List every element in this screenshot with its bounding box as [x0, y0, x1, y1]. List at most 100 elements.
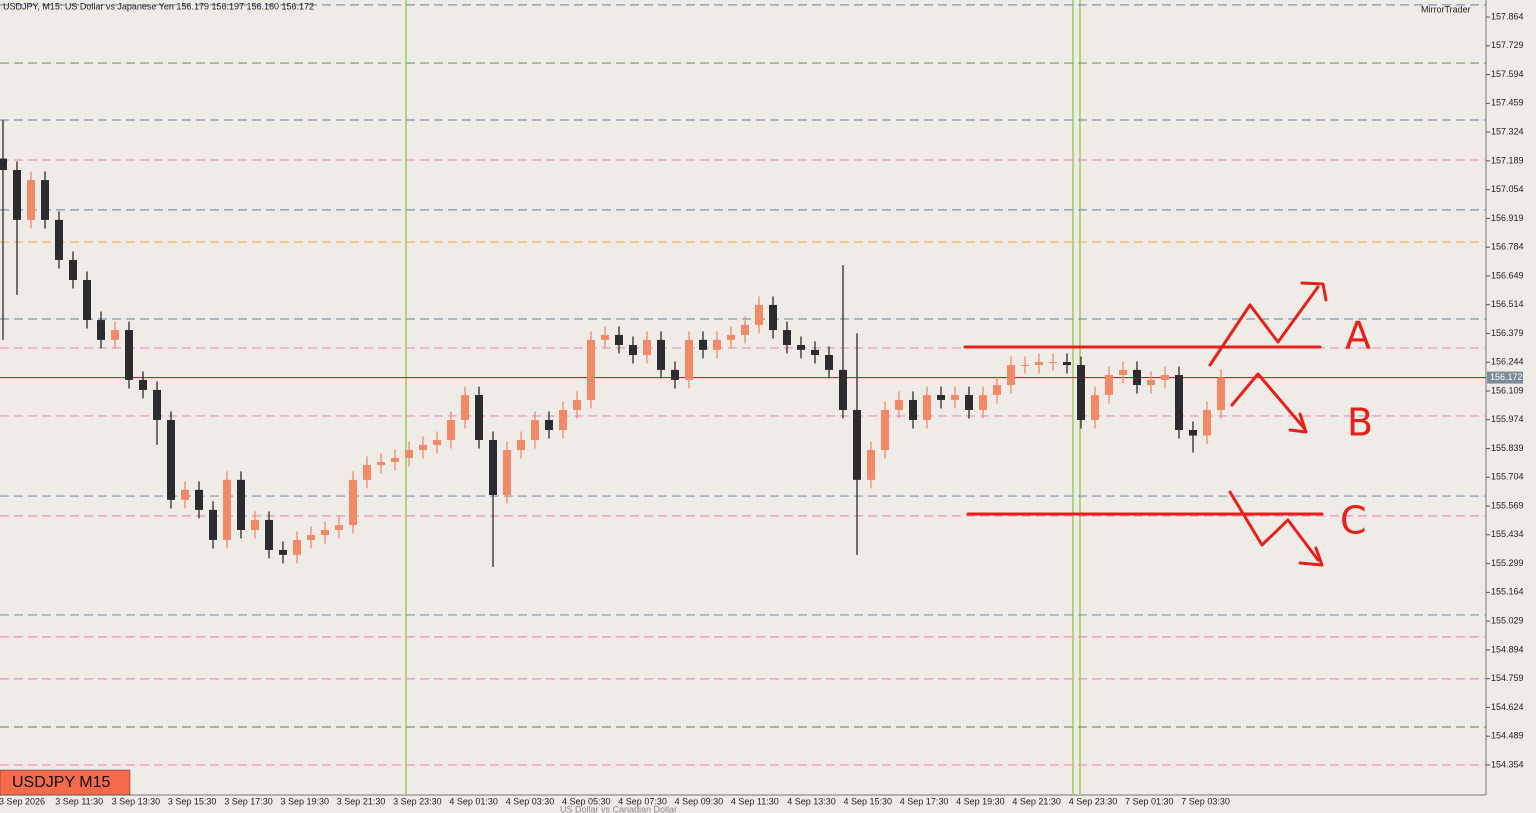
- x-tick-label: 3 Sep 15:30: [168, 796, 217, 806]
- y-tick-label: 156.379: [1491, 328, 1524, 338]
- candle-body: [251, 519, 259, 530]
- y-tick-label: 154.624: [1491, 702, 1524, 712]
- candle-body: [825, 354, 833, 370]
- candles: [0, 120, 1225, 568]
- scenario-label: A: [1345, 314, 1371, 358]
- candle-body: [0, 158, 7, 171]
- x-tick-label: 7 Sep 03:30: [1181, 796, 1230, 806]
- y-tick-label: 155.974: [1491, 414, 1524, 424]
- x-tick-label: 4 Sep 21:30: [1012, 796, 1061, 806]
- candle-body: [741, 324, 749, 335]
- scenario-arrow: [1208, 285, 1320, 367]
- candle-body: [321, 529, 329, 536]
- candle-body: [1217, 377, 1225, 410]
- candle-body: [1007, 365, 1015, 386]
- candle-body: [979, 395, 987, 410]
- y-tick-label: 157.729: [1491, 40, 1524, 50]
- candle-body: [657, 339, 665, 370]
- x-tick-label: 7 Sep 01:30: [1125, 796, 1174, 806]
- candle-body: [1035, 362, 1043, 366]
- candle-body: [111, 330, 119, 340]
- x-tick-label: 4 Sep 07:30: [618, 796, 667, 806]
- arrow-head: [1300, 281, 1328, 302]
- candle-body: [83, 279, 91, 321]
- candle-body: [881, 409, 889, 451]
- candle-body: [153, 389, 161, 420]
- y-tick-label: 155.299: [1491, 558, 1524, 568]
- y-tick-label: 156.109: [1491, 385, 1524, 395]
- x-tick-label: 4 Sep 03:30: [506, 796, 555, 806]
- candle-body: [713, 339, 721, 350]
- candle-body: [797, 344, 805, 350]
- y-tick-label: 155.434: [1491, 529, 1524, 539]
- candle-body: [237, 479, 245, 530]
- candle-body: [363, 464, 371, 480]
- candle-body: [307, 535, 315, 540]
- candle-body: [965, 395, 973, 410]
- last-price-tag: [1487, 371, 1523, 384]
- candle-body: [923, 395, 931, 420]
- y-tick-label: 155.164: [1491, 587, 1524, 597]
- candle-body: [13, 170, 21, 220]
- arrow-head: [1298, 546, 1324, 567]
- y-tick-label: 157.189: [1491, 155, 1524, 165]
- candle-body: [909, 399, 917, 420]
- footer-tab[interactable]: US Dollar vs Canadian Dollar: [560, 804, 677, 813]
- candle-body: [503, 450, 511, 495]
- candle-body: [769, 304, 777, 331]
- candle-body: [545, 419, 553, 430]
- candle-body: [349, 479, 357, 526]
- candle-body: [181, 489, 189, 500]
- candle-body: [1133, 369, 1141, 386]
- candle-body: [559, 409, 567, 430]
- candle-body: [951, 395, 959, 400]
- candle-body: [293, 539, 301, 555]
- candle-body: [195, 489, 203, 510]
- candle-body: [55, 219, 63, 260]
- y-tick-label: 157.864: [1491, 11, 1524, 21]
- candle-body: [433, 440, 441, 445]
- x-tick-label: 4 Sep 17:30: [900, 796, 949, 806]
- candle-body: [125, 330, 133, 380]
- candle-body: [335, 525, 343, 530]
- x-tick-label: 3 Sep 23:30: [393, 796, 442, 806]
- candle-body: [517, 440, 525, 451]
- y-tick-label: 155.839: [1491, 443, 1524, 453]
- candle-body: [699, 339, 707, 350]
- x-tick-label: 4 Sep 13:30: [787, 796, 836, 806]
- candle-body: [377, 461, 385, 465]
- brand: MirrorTrader: [1421, 4, 1471, 14]
- candle-body: [1203, 409, 1211, 436]
- x-tick-label: 3 Sep 2026: [0, 796, 45, 806]
- y-tick-label: 157.594: [1491, 69, 1524, 79]
- candle-body: [447, 419, 455, 441]
- y-tick-label: 156.784: [1491, 242, 1524, 252]
- candle-body: [993, 385, 1001, 396]
- candle-body: [209, 509, 217, 540]
- x-tick-label: 4 Sep 09:30: [675, 796, 724, 806]
- candle-body: [573, 399, 581, 410]
- candle-body: [1119, 369, 1127, 376]
- candle-body: [783, 330, 791, 345]
- candle-body: [1147, 379, 1155, 386]
- candle-body: [727, 334, 735, 340]
- x-tick-label: 4 Sep 05:30: [562, 796, 611, 806]
- y-tick-label: 156.919: [1491, 213, 1524, 223]
- candle-body: [615, 334, 623, 345]
- candle-body: [419, 444, 427, 451]
- x-tick-label: 4 Sep 19:30: [956, 796, 1005, 806]
- candle-body: [1063, 362, 1071, 366]
- scenario-arrow: [1228, 490, 1320, 562]
- candle-body: [1077, 365, 1085, 420]
- candle-body: [1175, 375, 1183, 430]
- y-tick-label: 154.354: [1491, 759, 1524, 769]
- x-tick-label: 4 Sep 15:30: [844, 796, 893, 806]
- candle-body: [167, 419, 175, 500]
- candle-body: [531, 419, 539, 441]
- x-tick-label: 3 Sep 11:30: [55, 796, 103, 806]
- y-tick-label: 155.569: [1491, 500, 1524, 510]
- x-tick-label: 3 Sep 19:30: [281, 796, 330, 806]
- y-tick-label: 157.054: [1491, 184, 1524, 194]
